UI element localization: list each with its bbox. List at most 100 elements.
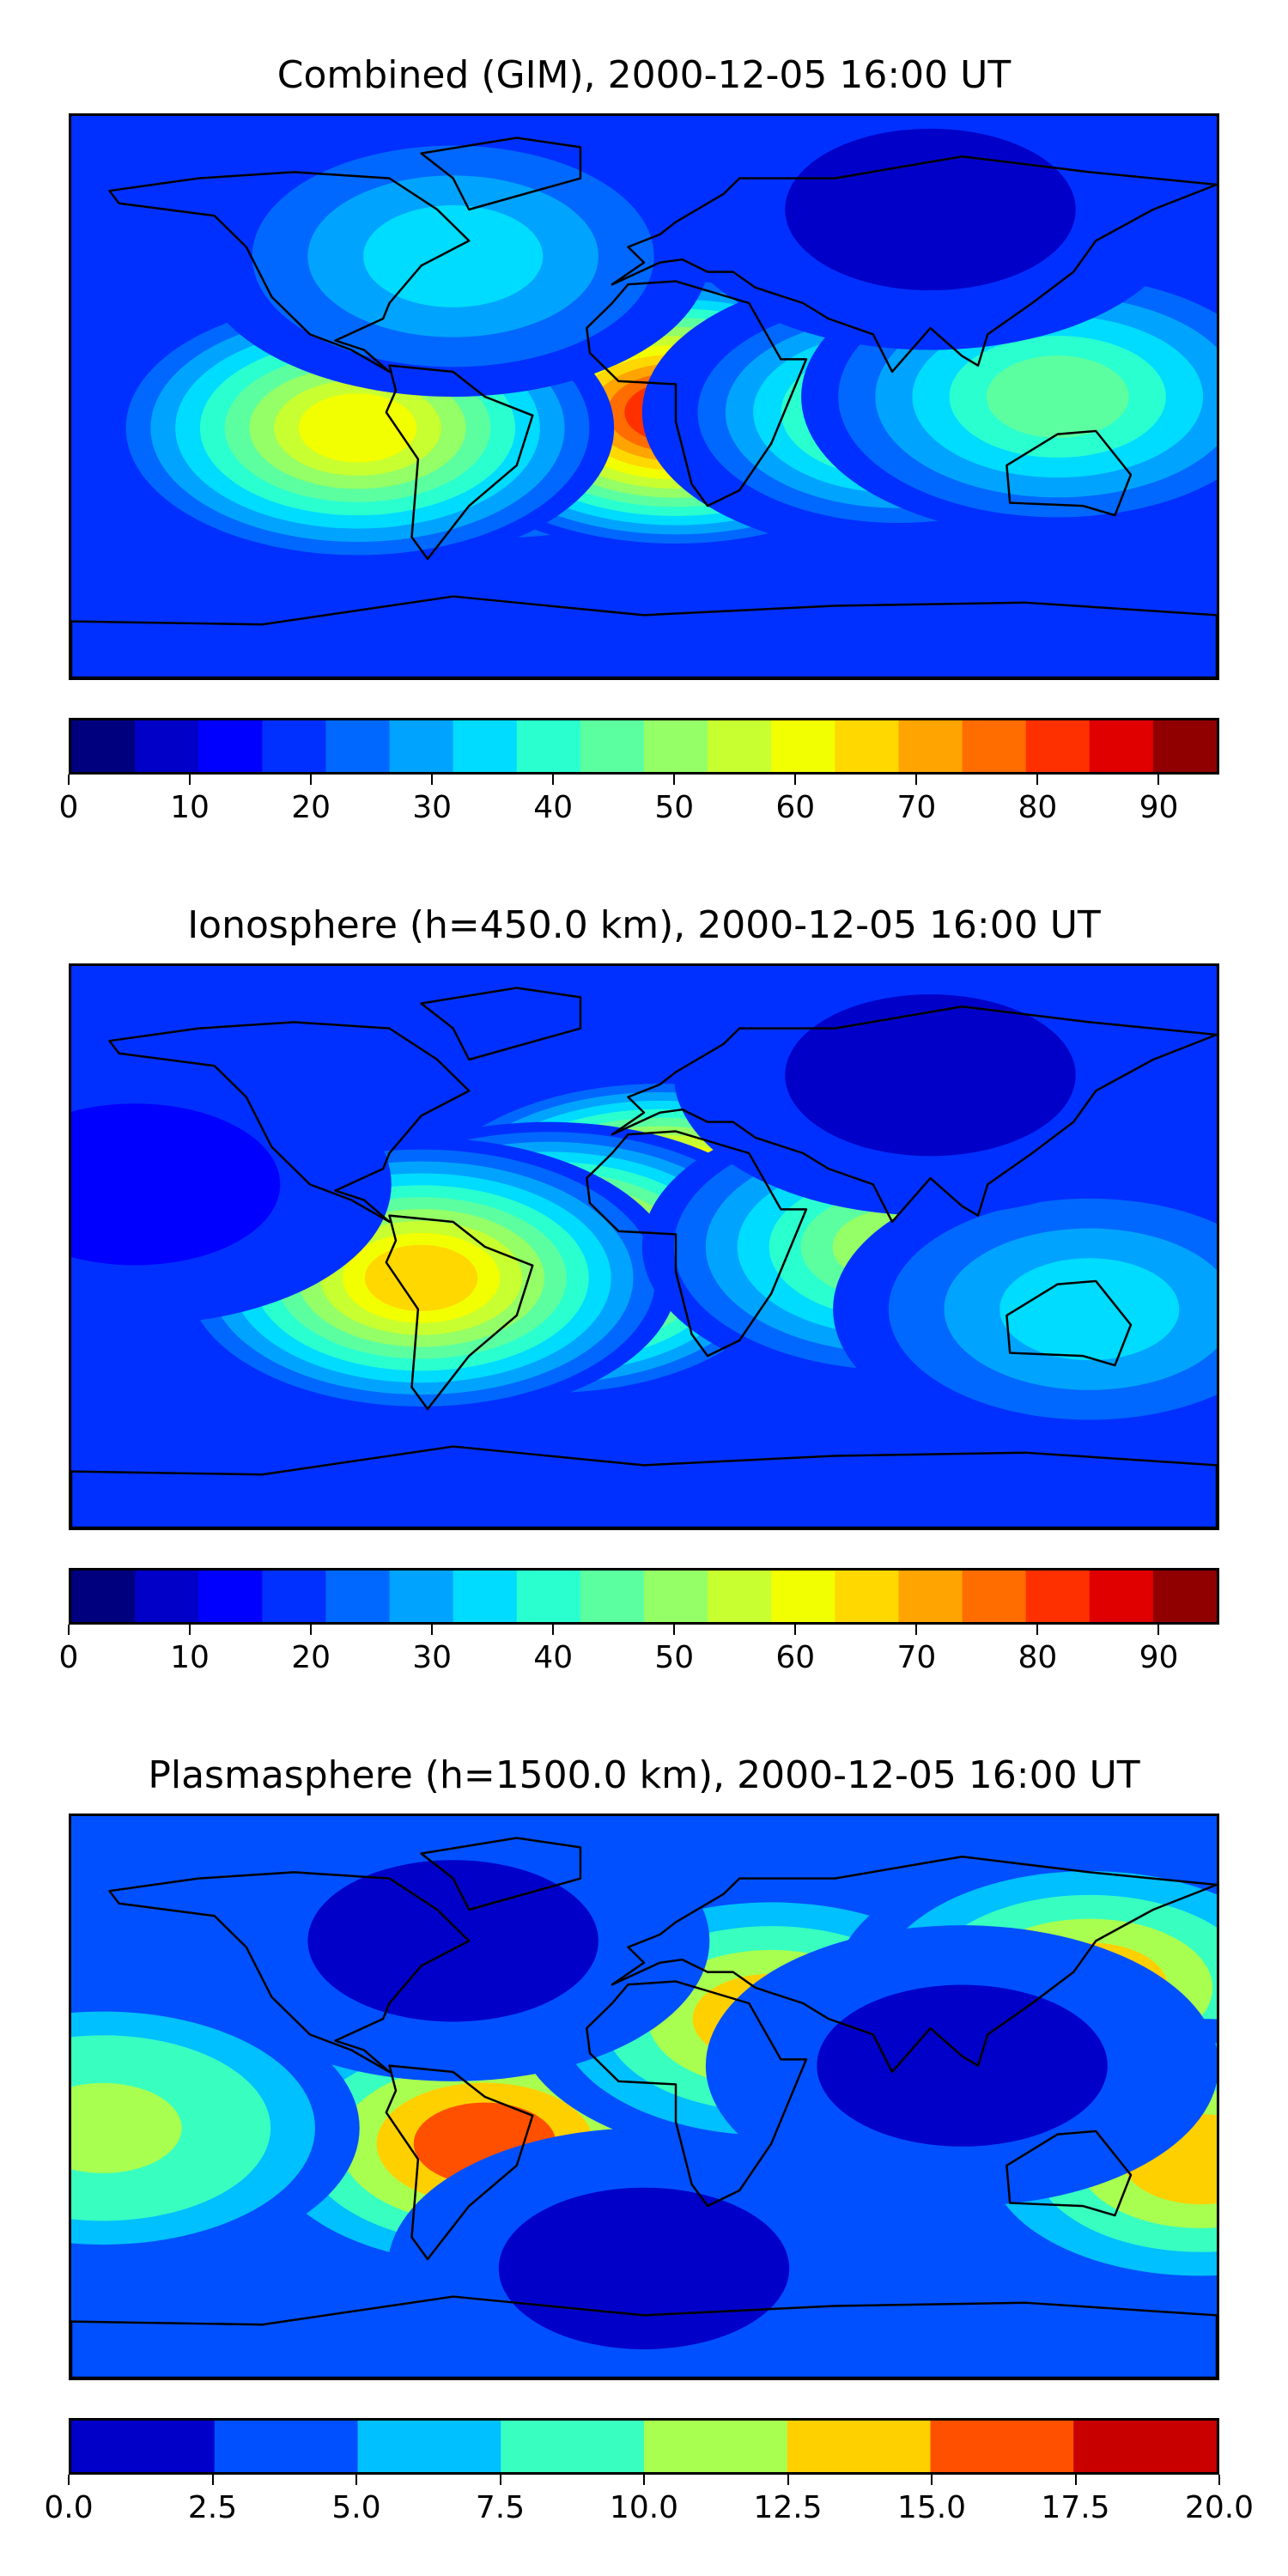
colorbar-tick	[1074, 2475, 1077, 2485]
colorbar-tick-label: 0	[58, 790, 79, 825]
colorbar-svg	[71, 2421, 1217, 2472]
colorbar-segment	[1089, 1571, 1154, 1622]
coastline	[586, 1130, 808, 1358]
colorbar-tick-label: 12.5	[753, 2490, 823, 2525]
colorbar-tick-label: 20	[291, 790, 331, 825]
coastline	[1005, 1279, 1133, 1367]
colorbar-tick	[68, 2475, 70, 2485]
coastline	[108, 1871, 471, 2074]
coastline	[385, 1214, 534, 1411]
colorbar-tick-label: 50	[654, 1640, 695, 1675]
colorbar	[69, 2418, 1219, 2475]
colorbar-segment	[71, 2421, 216, 2472]
colorbar-tick-label: 60	[775, 790, 816, 825]
colorbar-tick	[552, 1625, 555, 1635]
colorbar-segment	[580, 1571, 645, 1622]
colorbar-segment	[214, 2421, 359, 2472]
colorbar-segment	[898, 720, 963, 772]
coastline	[385, 364, 534, 561]
colorbar-svg	[71, 1571, 1217, 1622]
heatmap-svg	[71, 116, 1217, 677]
colorbar-ticks: 0.0 2.5 5.0 7.5 10.0 12.5 15.0 17.5 20.0	[44, 2475, 1254, 2526]
colorbar-tick	[310, 1625, 313, 1635]
colorbar-tick-label: 50	[654, 790, 695, 825]
coastline	[1005, 2129, 1133, 2217]
colorbar-segment	[1089, 720, 1154, 772]
colorbar-tick	[211, 2475, 214, 2485]
colorbar-tick	[673, 1625, 676, 1635]
chart-title: Ionosphere (h=450.0 km), 2000-12-05 16:0…	[187, 903, 1101, 947]
colorbar-tick-label: 0	[58, 1640, 79, 1675]
colorbar-tick-label: 15.0	[896, 2490, 967, 2525]
coastline	[385, 2064, 534, 2261]
contour-map	[69, 963, 1219, 1530]
contour-level	[307, 1860, 598, 2022]
contour-feature	[833, 1169, 1217, 1450]
colorbar-segment	[135, 720, 199, 772]
colorbar-tick-label: 80	[1018, 790, 1058, 825]
colorbar-segment	[71, 720, 136, 772]
colorbar-tick-label: 20.0	[1184, 2490, 1255, 2525]
colorbar-segment	[644, 1571, 708, 1622]
colorbar-segment	[325, 1571, 391, 1622]
coastline	[71, 595, 1217, 677]
contour-feature	[705, 1925, 1217, 2207]
contour-map	[69, 113, 1219, 680]
colorbar-segment	[962, 1571, 1027, 1622]
colorbar-segment	[580, 720, 645, 772]
colorbar-tick	[1157, 1625, 1160, 1635]
contour-feature	[164, 1137, 678, 1419]
colorbar-tick-label: 10	[170, 790, 210, 825]
colorbar-segment	[135, 1571, 199, 1622]
contour-level	[986, 355, 1129, 438]
contour-level	[785, 994, 1076, 1157]
colorbar-tick-label: 17.5	[1041, 2490, 1110, 2525]
colorbar-tick-label: 40	[533, 1640, 574, 1675]
panel-combined: Combined (GIM), 2000-12-05 16:00 UT 0 10 2…	[0, 0, 1288, 859]
colorbar-segment	[771, 1571, 836, 1622]
colorbar	[69, 718, 1219, 775]
colorbar-tick-label: 90	[1139, 790, 1179, 825]
coastline	[420, 1837, 582, 1911]
colorbar-tick	[643, 2475, 645, 2485]
colorbar-tick	[310, 775, 313, 785]
colorbar-segment	[771, 720, 836, 772]
colorbar-segment	[1152, 1571, 1217, 1622]
colorbar-tick-label: 80	[1018, 1640, 1058, 1675]
colorbar-segment	[71, 1571, 136, 1622]
colorbar-tick-label: 30	[412, 1640, 453, 1675]
colorbar-tick-label: 0.0	[44, 2490, 94, 2525]
colorbar-ticks: 0 10 20 30 40 50 60 70 80 90	[59, 1625, 1219, 1676]
colorbar-tick-label: 7.5	[475, 2490, 526, 2525]
colorbar-tick-label: 10	[170, 1640, 210, 1675]
coastline	[611, 1856, 1217, 2074]
contour-feature	[197, 116, 710, 397]
contour-level	[364, 1244, 478, 1311]
coastline	[420, 137, 582, 211]
colorbar-tick	[355, 2475, 357, 2485]
coastline	[71, 1445, 1217, 1528]
colorbar-tick	[915, 1625, 918, 1635]
colorbar-segment	[262, 1571, 327, 1622]
coastline	[586, 1980, 808, 2208]
colorbar-segment	[1025, 720, 1091, 772]
contour-feature	[71, 1987, 360, 2269]
chart-title: Plasmasphere (h=1500.0 km), 2000-12-05 1…	[148, 1753, 1140, 1797]
colorbar-segment	[708, 1571, 772, 1622]
colorbar-tick	[68, 775, 70, 785]
colorbar-tick	[931, 2475, 933, 2485]
colorbar-segment	[930, 2421, 1074, 2472]
colorbar-segment	[644, 2421, 788, 2472]
colorbar-tick-label: 20	[291, 1640, 331, 1675]
colorbar-svg	[71, 720, 1217, 772]
colorbar-tick-label: 70	[896, 1640, 937, 1675]
colorbar-segment	[262, 720, 327, 772]
coastline	[420, 987, 582, 1061]
contour-feature	[673, 116, 1188, 350]
contour-level	[71, 1103, 281, 1266]
colorbar-segment	[516, 1571, 581, 1622]
colorbar-segment	[962, 720, 1027, 772]
colorbar-tick-label: 90	[1139, 1640, 1179, 1675]
colorbar-segment	[1073, 2421, 1217, 2472]
